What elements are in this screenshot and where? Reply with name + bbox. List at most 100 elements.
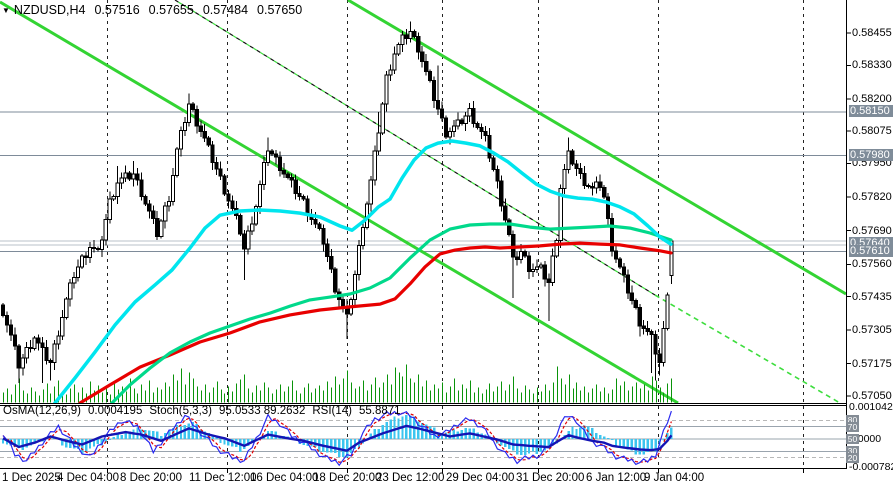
candle: [178, 126, 184, 157]
candle: [111, 194, 116, 202]
osma-min-label: -0.0007825: [849, 461, 893, 474]
time-axis-label: 9 Jan 04:00: [644, 472, 705, 484]
candle: [250, 216, 255, 235]
candle: [424, 54, 429, 76]
time-axis-label: 1 Dec 2025: [2, 472, 61, 484]
candle: [578, 162, 583, 179]
price-axis-scale[interactable]: [846, 0, 893, 468]
chart-header: ▼ NZDUSD,H4 0.57516 0.57655 0.57484 0.57…: [2, 3, 311, 17]
candle: [412, 29, 417, 39]
candle: [396, 42, 401, 56]
ohlc-close: 0.57650: [257, 3, 303, 17]
candle: [119, 172, 124, 189]
ohlc-high: 0.57655: [148, 3, 194, 17]
ohlc-low: 0.57484: [202, 3, 249, 17]
price-tick-label: 0.57050: [852, 390, 892, 403]
symbol-dropdown-icon[interactable]: ▼: [2, 5, 10, 15]
candle: [147, 199, 152, 219]
candle: [613, 243, 619, 263]
candle: [56, 330, 61, 350]
candle: [376, 111, 381, 155]
candle: [170, 167, 176, 206]
candle: [392, 46, 397, 74]
candle: [52, 339, 57, 370]
candle: [554, 238, 559, 259]
ma-teal: [110, 222, 673, 403]
candle: [491, 155, 496, 172]
time-axis-label: 31 Dec 20:00: [516, 472, 585, 484]
osma-label: OsMA(12,26,9): [3, 405, 81, 417]
candle: [372, 145, 377, 186]
candle: [20, 354, 25, 376]
candle: [103, 213, 108, 246]
candle: [637, 303, 642, 337]
candle: [238, 213, 243, 236]
moving-averages: [53, 139, 673, 403]
time-axis-label: 11 Dec 12:00: [189, 472, 257, 484]
candle: [329, 249, 334, 273]
candle: [321, 224, 326, 252]
candle: [202, 123, 207, 143]
indicator-level-badge: 30: [846, 446, 859, 457]
candle: [265, 137, 271, 167]
main-chart-area[interactable]: [0, 0, 846, 403]
candle: [210, 141, 215, 170]
candle: [665, 292, 670, 331]
candle: [297, 186, 302, 201]
candle: [428, 69, 433, 83]
candle: [483, 125, 488, 142]
time-axis-label: 4 Dec 04:00: [57, 472, 120, 484]
candle: [455, 112, 460, 130]
time-axis-label: 29 Dec 04:00: [446, 472, 515, 484]
time-axis-scale[interactable]: [0, 468, 893, 490]
candle: [606, 193, 611, 227]
candle: [360, 220, 366, 250]
candle: [356, 239, 362, 281]
candle: [261, 156, 267, 191]
candle: [641, 320, 646, 335]
candle: [495, 165, 500, 189]
candle: [83, 252, 89, 265]
candle: [36, 334, 41, 351]
symbol-period-label: NZDUSD,H4: [13, 3, 86, 17]
candle: [522, 249, 528, 259]
candle: [269, 149, 275, 157]
candle: [72, 272, 77, 289]
candle: [400, 30, 405, 52]
candle: [182, 116, 188, 137]
volume-bars: [3, 364, 672, 403]
candle: [301, 194, 306, 202]
candle: [467, 103, 472, 122]
candle: [277, 151, 282, 177]
frame-layer: [0, 0, 851, 473]
candle: [602, 185, 607, 200]
stoch-k-line: [2, 410, 672, 467]
candle: [139, 172, 144, 201]
price-level-badge: 0.57980: [849, 149, 893, 162]
candle: [352, 270, 358, 308]
time-axis-label: 6 Jan 12:00: [586, 472, 647, 484]
candle: [574, 160, 579, 177]
candle: [404, 29, 409, 45]
candle: [570, 149, 575, 167]
candle: [534, 259, 540, 274]
stoch-label: Stoch(5,3,3): [149, 405, 213, 417]
candle: [542, 260, 547, 287]
candle: [12, 327, 17, 351]
candle: [515, 251, 520, 266]
candle: [8, 319, 14, 341]
candle: [435, 65, 441, 115]
candle: [487, 128, 492, 162]
indicator-panel-area[interactable]: [0, 406, 846, 468]
stoch-d-line: [2, 412, 672, 463]
candle: [420, 46, 425, 68]
candle: [629, 285, 634, 305]
price-tick-label: 0.57305: [852, 324, 892, 337]
candle: [281, 163, 286, 178]
candle: [32, 336, 37, 351]
candle: [463, 112, 468, 132]
candle: [163, 202, 168, 229]
candle: [317, 221, 322, 231]
time-axis-label: 23 Dec 12:00: [376, 472, 445, 484]
price-tick-label: 0.57435: [852, 290, 892, 303]
